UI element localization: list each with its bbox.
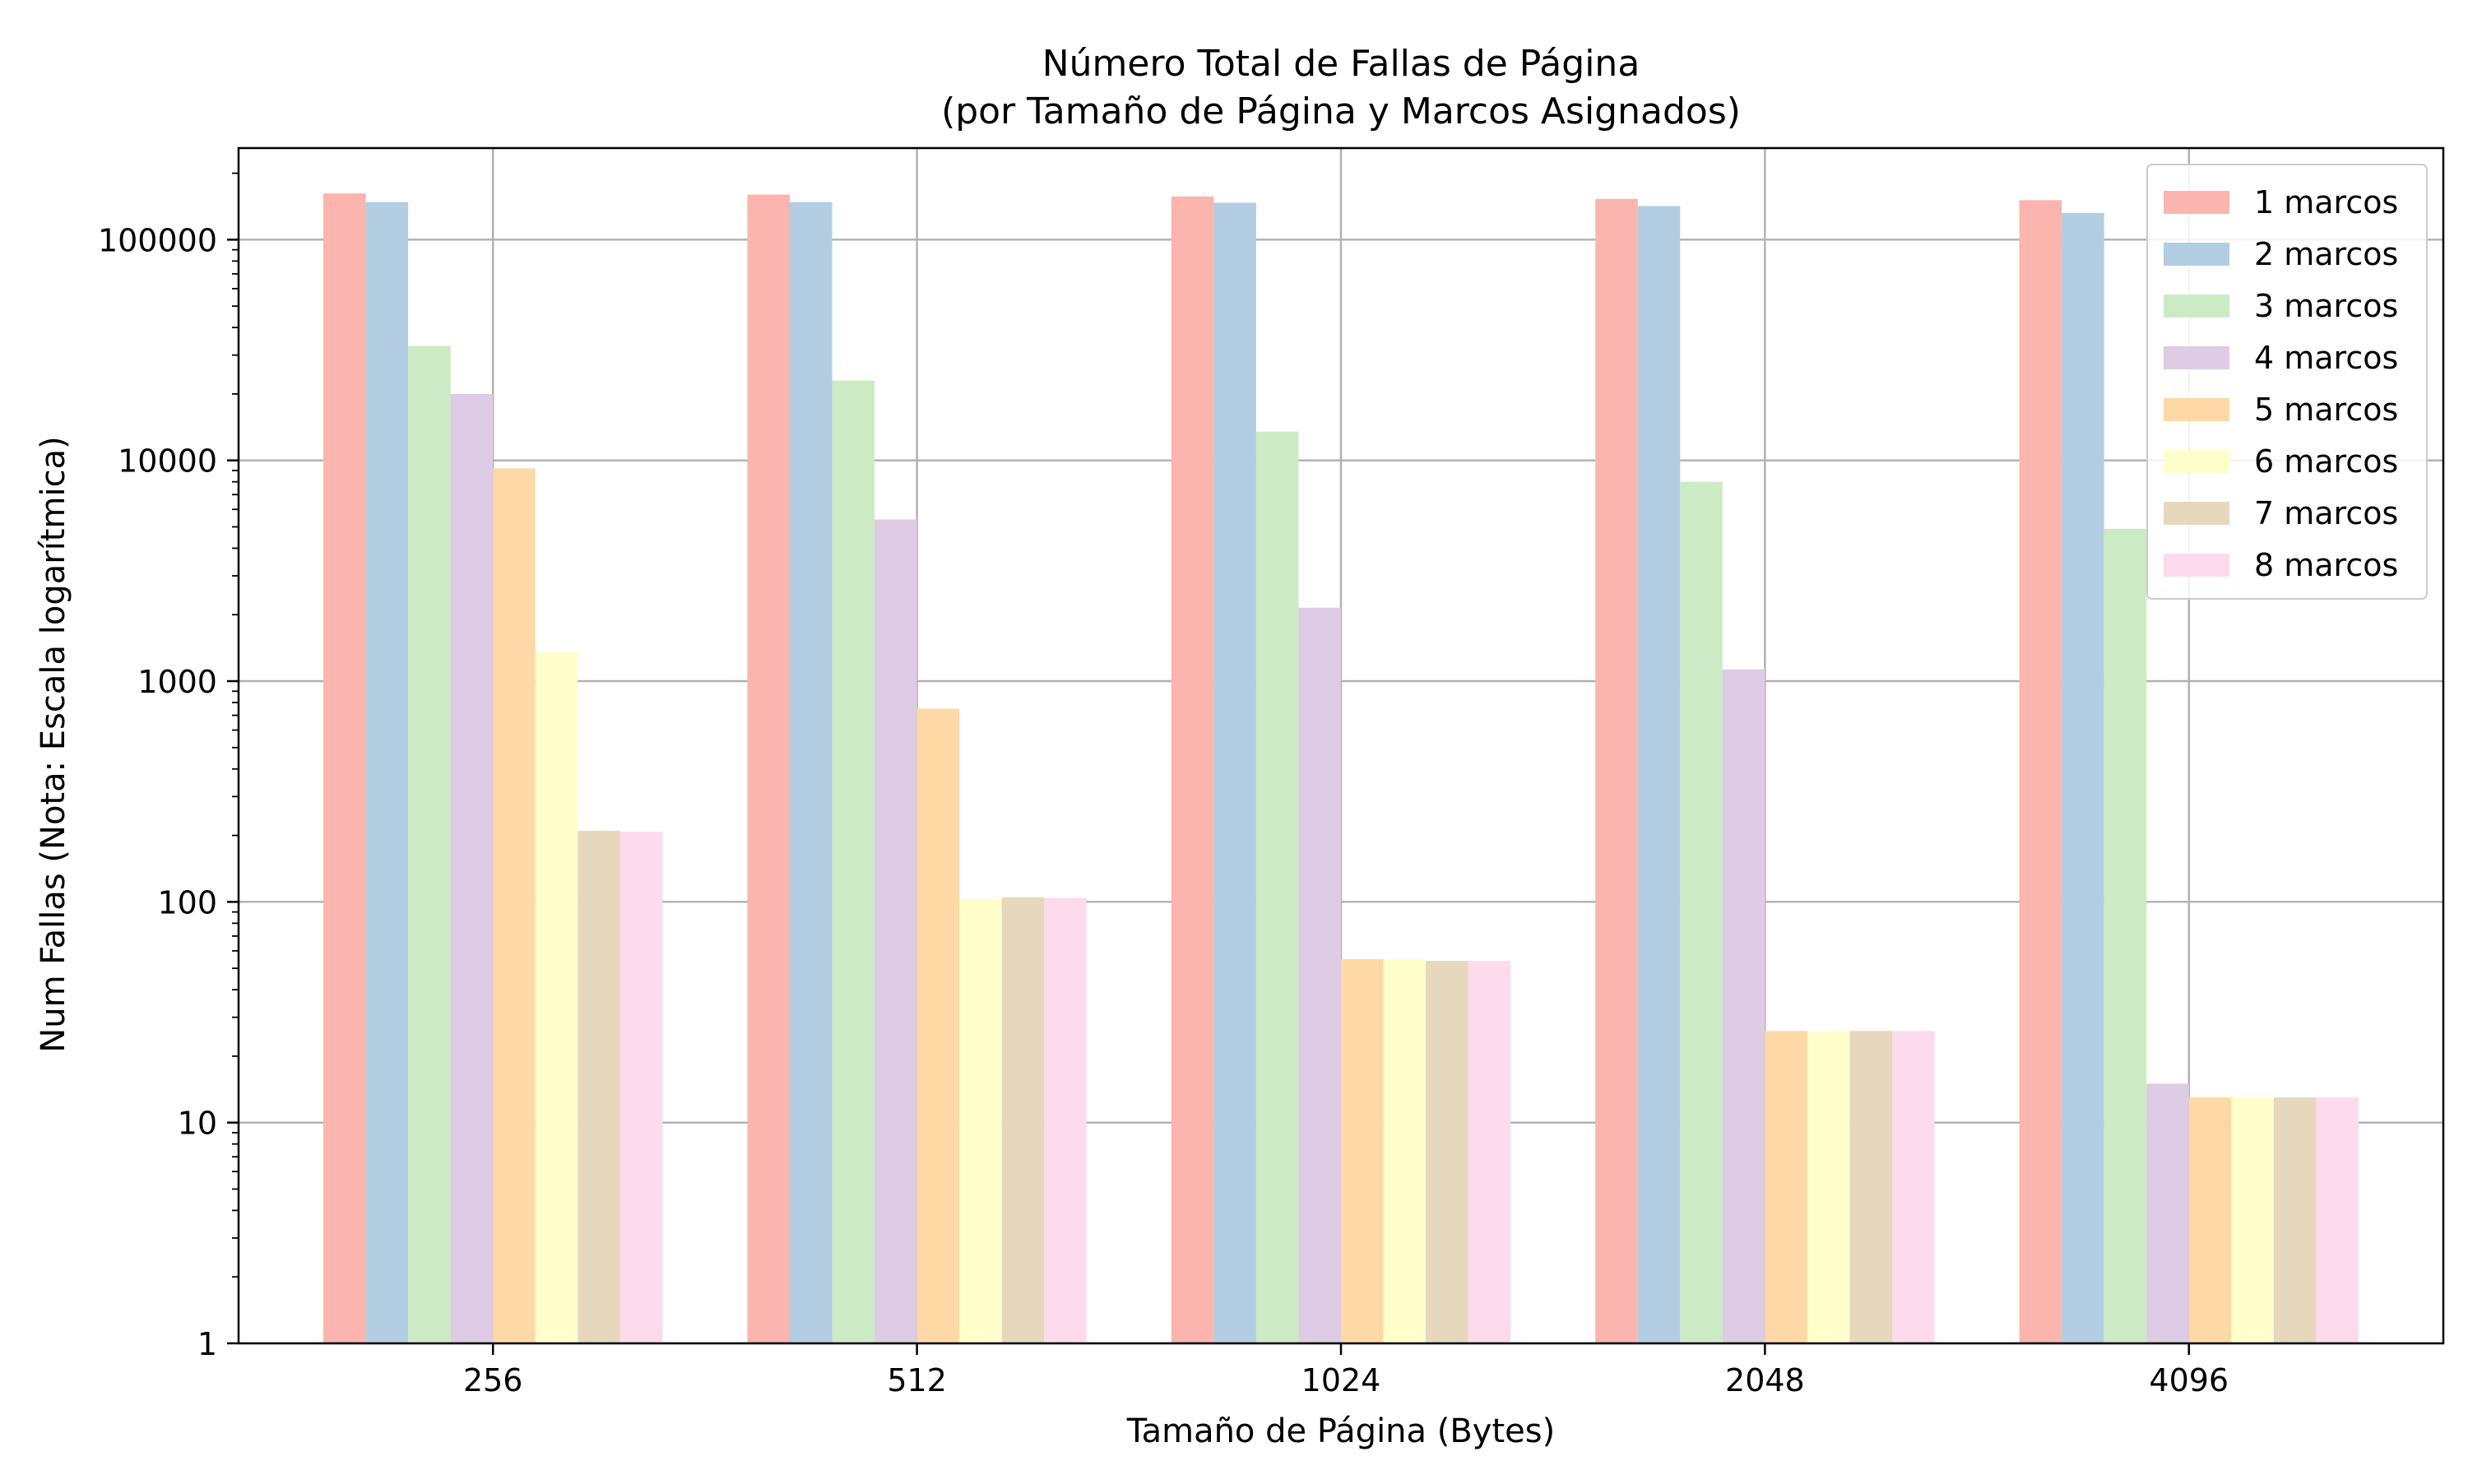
bar xyxy=(747,194,790,1344)
bar xyxy=(2231,1097,2274,1343)
bar xyxy=(916,708,960,1343)
legend-label: 8 marcos xyxy=(2254,547,2398,583)
bar xyxy=(1383,959,1427,1343)
legend: 1 marcos 2 marcos 3 marcos 4 marcos 5 marcos… xyxy=(2146,164,2428,600)
bar xyxy=(1807,1031,1850,1343)
bar xyxy=(1255,431,1299,1343)
legend-label: 2 marcos xyxy=(2254,236,2398,272)
legend-label: 5 marcos xyxy=(2254,392,2398,428)
legend-swatch xyxy=(2164,502,2229,525)
bar xyxy=(2062,212,2104,1343)
bars xyxy=(323,193,2359,1344)
y-tick-label: 1000 xyxy=(137,664,217,700)
bar xyxy=(2188,1097,2232,1343)
bar xyxy=(2146,1083,2189,1343)
bar xyxy=(2104,528,2147,1343)
legend-label: 6 marcos xyxy=(2254,443,2398,480)
legend-box xyxy=(2146,164,2428,600)
bar xyxy=(1001,897,1045,1343)
legend-swatch xyxy=(2164,191,2229,214)
bar xyxy=(1298,607,1341,1343)
bar xyxy=(1044,897,1087,1343)
bar xyxy=(493,468,536,1343)
bar xyxy=(323,193,366,1344)
bar xyxy=(832,380,875,1343)
bar xyxy=(1171,196,1214,1343)
bar xyxy=(959,898,1002,1343)
bar xyxy=(1849,1031,1892,1343)
bar xyxy=(1892,1031,1935,1343)
y-tick-label: 10000 xyxy=(118,443,217,480)
legend-swatch xyxy=(2164,398,2229,421)
x-tick-label: 4096 xyxy=(2149,1362,2229,1398)
bar xyxy=(535,652,578,1343)
bar xyxy=(2316,1097,2359,1343)
bar xyxy=(619,831,663,1343)
bar xyxy=(1595,198,1638,1344)
bar xyxy=(1341,959,1384,1343)
bar xyxy=(1468,961,1511,1343)
bar xyxy=(450,393,494,1344)
bar xyxy=(874,519,917,1343)
bar xyxy=(790,202,833,1344)
legend-swatch xyxy=(2164,346,2229,369)
legend-swatch xyxy=(2164,294,2229,318)
y-tick-label: 1 xyxy=(197,1326,217,1362)
y-tick-label: 10 xyxy=(178,1106,217,1142)
x-tick-label: 2048 xyxy=(1725,1362,1805,1398)
x-tick-label: 1024 xyxy=(1301,1362,1381,1398)
x-tick-label: 256 xyxy=(463,1362,523,1398)
legend-label: 7 marcos xyxy=(2254,495,2398,531)
bar xyxy=(365,202,409,1344)
legend-swatch xyxy=(2164,554,2229,577)
bar xyxy=(1213,202,1256,1343)
bar xyxy=(578,830,620,1343)
legend-swatch xyxy=(2164,243,2229,266)
y-tick-label: 100 xyxy=(157,884,217,921)
x-tick-label: 512 xyxy=(887,1362,947,1398)
y-tick-label: 100000 xyxy=(98,222,217,258)
legend-label: 4 marcos xyxy=(2254,340,2398,376)
bar xyxy=(1722,669,1765,1343)
x-axis-label: Tamaño de Página (Bytes) xyxy=(1126,1412,1555,1450)
y-axis-label: Num Fallas (Nota: Escala logarítmica) xyxy=(35,436,72,1052)
bar xyxy=(1426,961,1468,1343)
legend-swatch xyxy=(2164,450,2229,473)
chart-subtitle: (por Tamaño de Página y Marcos Asignados… xyxy=(941,90,1741,132)
bar xyxy=(1765,1031,1807,1343)
chart-title: Número Total de Fallas de Página xyxy=(1042,43,1640,85)
bar xyxy=(2019,200,2062,1343)
bar xyxy=(1680,481,1723,1343)
bar xyxy=(2273,1097,2317,1343)
bar xyxy=(408,345,451,1343)
bar xyxy=(1637,206,1681,1343)
legend-label: 1 marcos xyxy=(2254,184,2398,220)
axes: 1 10 100 1000 10000 100000 256 512 1024 2048 4096 xyxy=(98,146,2445,1398)
legend-label: 3 marcos xyxy=(2254,288,2398,324)
